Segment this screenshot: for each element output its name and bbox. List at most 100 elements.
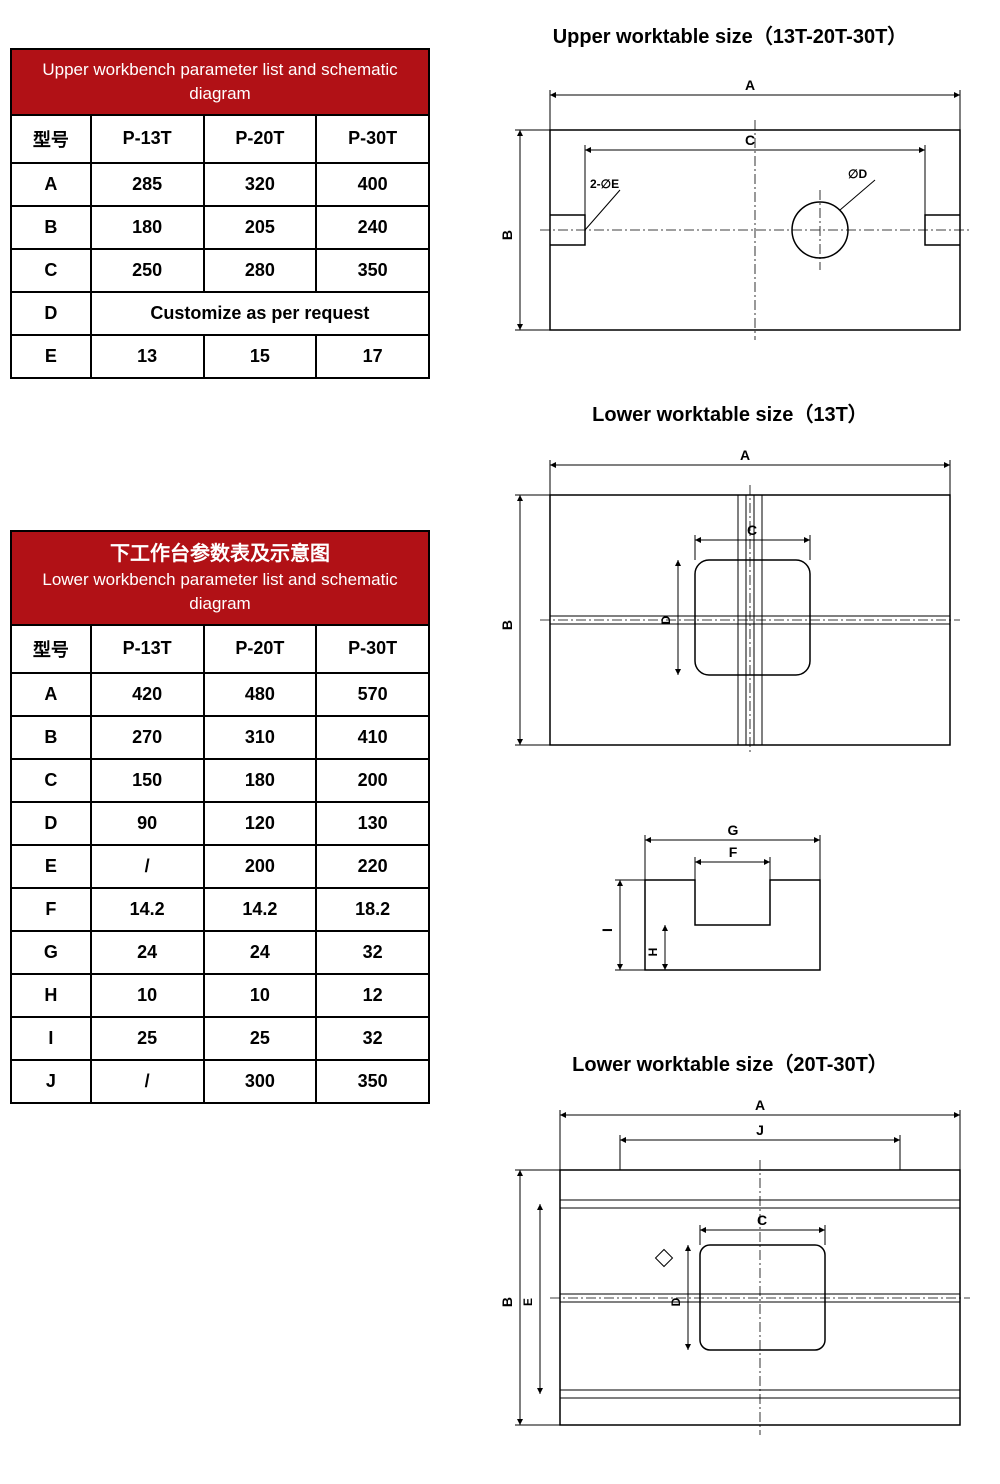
row-value: 32 bbox=[316, 1017, 429, 1060]
row-value: 350 bbox=[316, 249, 429, 292]
row-value: 90 bbox=[91, 802, 204, 845]
row-value: 350 bbox=[316, 1060, 429, 1103]
table-row: G242432 bbox=[11, 931, 429, 974]
col-header-p30t: P-30T bbox=[316, 115, 429, 163]
row-key: D bbox=[11, 802, 91, 845]
svg-text:I: I bbox=[599, 928, 615, 932]
row-value: 180 bbox=[204, 759, 317, 802]
row-value: 240 bbox=[316, 206, 429, 249]
row-value: 25 bbox=[204, 1017, 317, 1060]
table-row: A420480570 bbox=[11, 673, 429, 716]
svg-text:B: B bbox=[499, 230, 515, 240]
row-value: 300 bbox=[204, 1060, 317, 1103]
row-value: 205 bbox=[204, 206, 317, 249]
svg-text:D: D bbox=[669, 1297, 683, 1306]
table-row: C250280350 bbox=[11, 249, 429, 292]
svg-text:H: H bbox=[646, 948, 660, 957]
row-value: 14.2 bbox=[204, 888, 317, 931]
row-key: A bbox=[11, 163, 91, 206]
row-value: 310 bbox=[204, 716, 317, 759]
row-value: 320 bbox=[204, 163, 317, 206]
row-value: 420 bbox=[91, 673, 204, 716]
lower2030-diagram-title: Lower worktable size（20T-30T） bbox=[490, 1048, 970, 1077]
row-key: D bbox=[11, 292, 91, 335]
col-header-p20t: P-20T bbox=[204, 115, 317, 163]
upper-diagram-title: Upper worktable size（13T-20T-30T） bbox=[490, 20, 970, 49]
row-key: C bbox=[11, 759, 91, 802]
lower13-diagram-title: Lower worktable size（13T） bbox=[490, 398, 970, 427]
svg-text:D: D bbox=[659, 615, 673, 624]
table-row: I252532 bbox=[11, 1017, 429, 1060]
row-value: 10 bbox=[204, 974, 317, 1017]
row-key: E bbox=[11, 845, 91, 888]
row-value: 180 bbox=[91, 206, 204, 249]
row-value: 25 bbox=[91, 1017, 204, 1060]
col-header-model: 型号 bbox=[11, 115, 91, 163]
lower13-diagram: A C D B bbox=[490, 440, 990, 760]
row-value: 480 bbox=[204, 673, 317, 716]
row-value: 285 bbox=[91, 163, 204, 206]
row-value: 17 bbox=[316, 335, 429, 378]
col-header-p13t: P-13T bbox=[91, 625, 204, 673]
svg-text:A: A bbox=[745, 77, 755, 93]
lower-table-title: 下工作台参数表及示意图 Lower workbench parameter li… bbox=[11, 531, 429, 625]
upper-diagram: A C B 2-∅E ∅D bbox=[490, 70, 990, 360]
svg-text:C: C bbox=[747, 522, 757, 538]
row-value: 32 bbox=[316, 931, 429, 974]
row-key: J bbox=[11, 1060, 91, 1103]
row-key: B bbox=[11, 206, 91, 249]
row-value: 24 bbox=[204, 931, 317, 974]
row-value: 12 bbox=[316, 974, 429, 1017]
row-value: 280 bbox=[204, 249, 317, 292]
row-value: 150 bbox=[91, 759, 204, 802]
row-key: A bbox=[11, 673, 91, 716]
table-row: C150180200 bbox=[11, 759, 429, 802]
svg-text:∅D: ∅D bbox=[848, 167, 867, 181]
upper-param-table: Upper workbench parameter list and schem… bbox=[10, 48, 430, 379]
svg-text:B: B bbox=[499, 620, 515, 630]
table-row: DCustomize as per request bbox=[11, 292, 429, 335]
row-value: 15 bbox=[204, 335, 317, 378]
row-key: H bbox=[11, 974, 91, 1017]
row-value: 130 bbox=[316, 802, 429, 845]
row-value: 200 bbox=[204, 845, 317, 888]
lower2030-diagram: A J C D B E bbox=[490, 1090, 990, 1450]
row-value: 400 bbox=[316, 163, 429, 206]
table-row: B270310410 bbox=[11, 716, 429, 759]
svg-text:B: B bbox=[499, 1297, 515, 1307]
svg-text:J: J bbox=[756, 1122, 764, 1138]
row-key: B bbox=[11, 716, 91, 759]
row-key: E bbox=[11, 335, 91, 378]
tslot-diagram: G F I H bbox=[490, 810, 990, 1010]
table-row: E131517 bbox=[11, 335, 429, 378]
svg-text:C: C bbox=[757, 1212, 767, 1228]
row-value: 18.2 bbox=[316, 888, 429, 931]
col-header-p30t: P-30T bbox=[316, 625, 429, 673]
svg-text:A: A bbox=[740, 447, 750, 463]
svg-text:E: E bbox=[521, 1298, 535, 1306]
col-header-p13t: P-13T bbox=[91, 115, 204, 163]
table-row: B180205240 bbox=[11, 206, 429, 249]
table-row: J/300350 bbox=[11, 1060, 429, 1103]
svg-text:G: G bbox=[728, 822, 739, 838]
table-row: F14.214.218.2 bbox=[11, 888, 429, 931]
row-key: F bbox=[11, 888, 91, 931]
upper-table-title: Upper workbench parameter list and schem… bbox=[11, 49, 429, 115]
table-row: E/200220 bbox=[11, 845, 429, 888]
svg-text:F: F bbox=[729, 844, 738, 860]
row-value: 220 bbox=[316, 845, 429, 888]
table-row: D90120130 bbox=[11, 802, 429, 845]
row-value: / bbox=[91, 845, 204, 888]
row-value: 13 bbox=[91, 335, 204, 378]
table-row: H101012 bbox=[11, 974, 429, 1017]
svg-text:A: A bbox=[755, 1097, 765, 1113]
col-header-model: 型号 bbox=[11, 625, 91, 673]
row-key: I bbox=[11, 1017, 91, 1060]
row-value: 250 bbox=[91, 249, 204, 292]
row-key: G bbox=[11, 931, 91, 974]
col-header-p20t: P-20T bbox=[204, 625, 317, 673]
row-value: 10 bbox=[91, 974, 204, 1017]
row-value: 24 bbox=[91, 931, 204, 974]
row-value: 270 bbox=[91, 716, 204, 759]
svg-text:2-∅E: 2-∅E bbox=[590, 177, 619, 191]
